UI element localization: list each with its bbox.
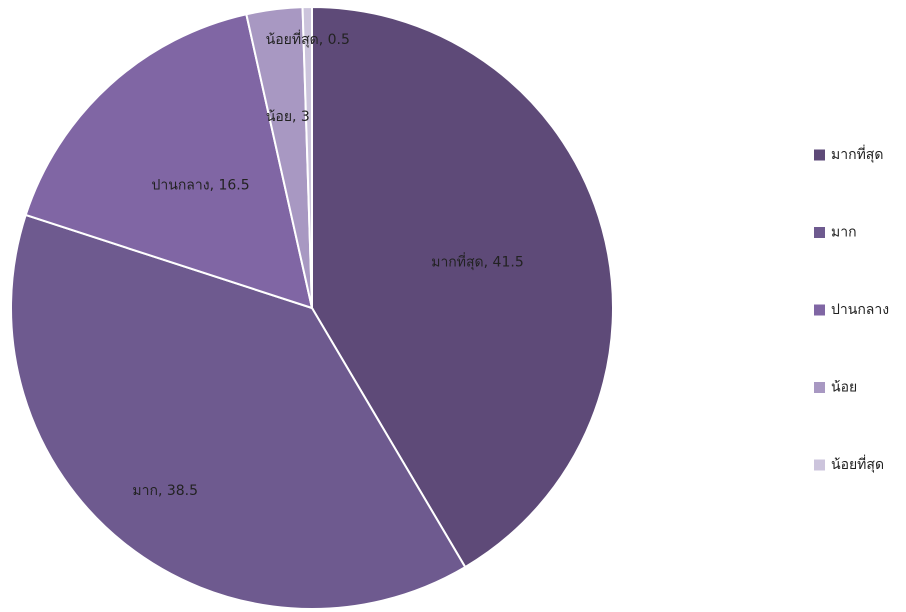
legend-label: ปานกลาง xyxy=(831,302,889,318)
pie-slices xyxy=(10,5,614,610)
legend-swatch xyxy=(814,382,825,393)
pie-slice xyxy=(10,213,467,610)
legend-swatch xyxy=(814,459,825,471)
data-label: มาก, 38.5 xyxy=(132,483,198,499)
legend-label: น้อย xyxy=(831,380,857,396)
legend-swatch xyxy=(814,304,825,316)
legend-label: น้อยที่สุด xyxy=(831,455,884,473)
legend-label: มากที่สุด xyxy=(831,145,883,163)
data-label: ปานกลาง, 16.5 xyxy=(152,178,250,194)
data-label: น้อยที่สุด, 0.5 xyxy=(266,30,350,48)
pie-slice xyxy=(301,5,313,309)
data-label: น้อย, 3 xyxy=(266,109,310,125)
legend-swatch xyxy=(814,227,825,238)
data-labels: มากที่สุด, 41.5 มาก, 38.5 ปานกลาง, 16.5 น้อ… xyxy=(132,30,523,499)
legend-label: มาก xyxy=(831,225,857,241)
pie-slice xyxy=(24,13,314,310)
pie-slice xyxy=(311,5,614,569)
legend-swatch xyxy=(814,149,825,161)
data-label: มากที่สุด, 41.5 xyxy=(431,253,524,271)
